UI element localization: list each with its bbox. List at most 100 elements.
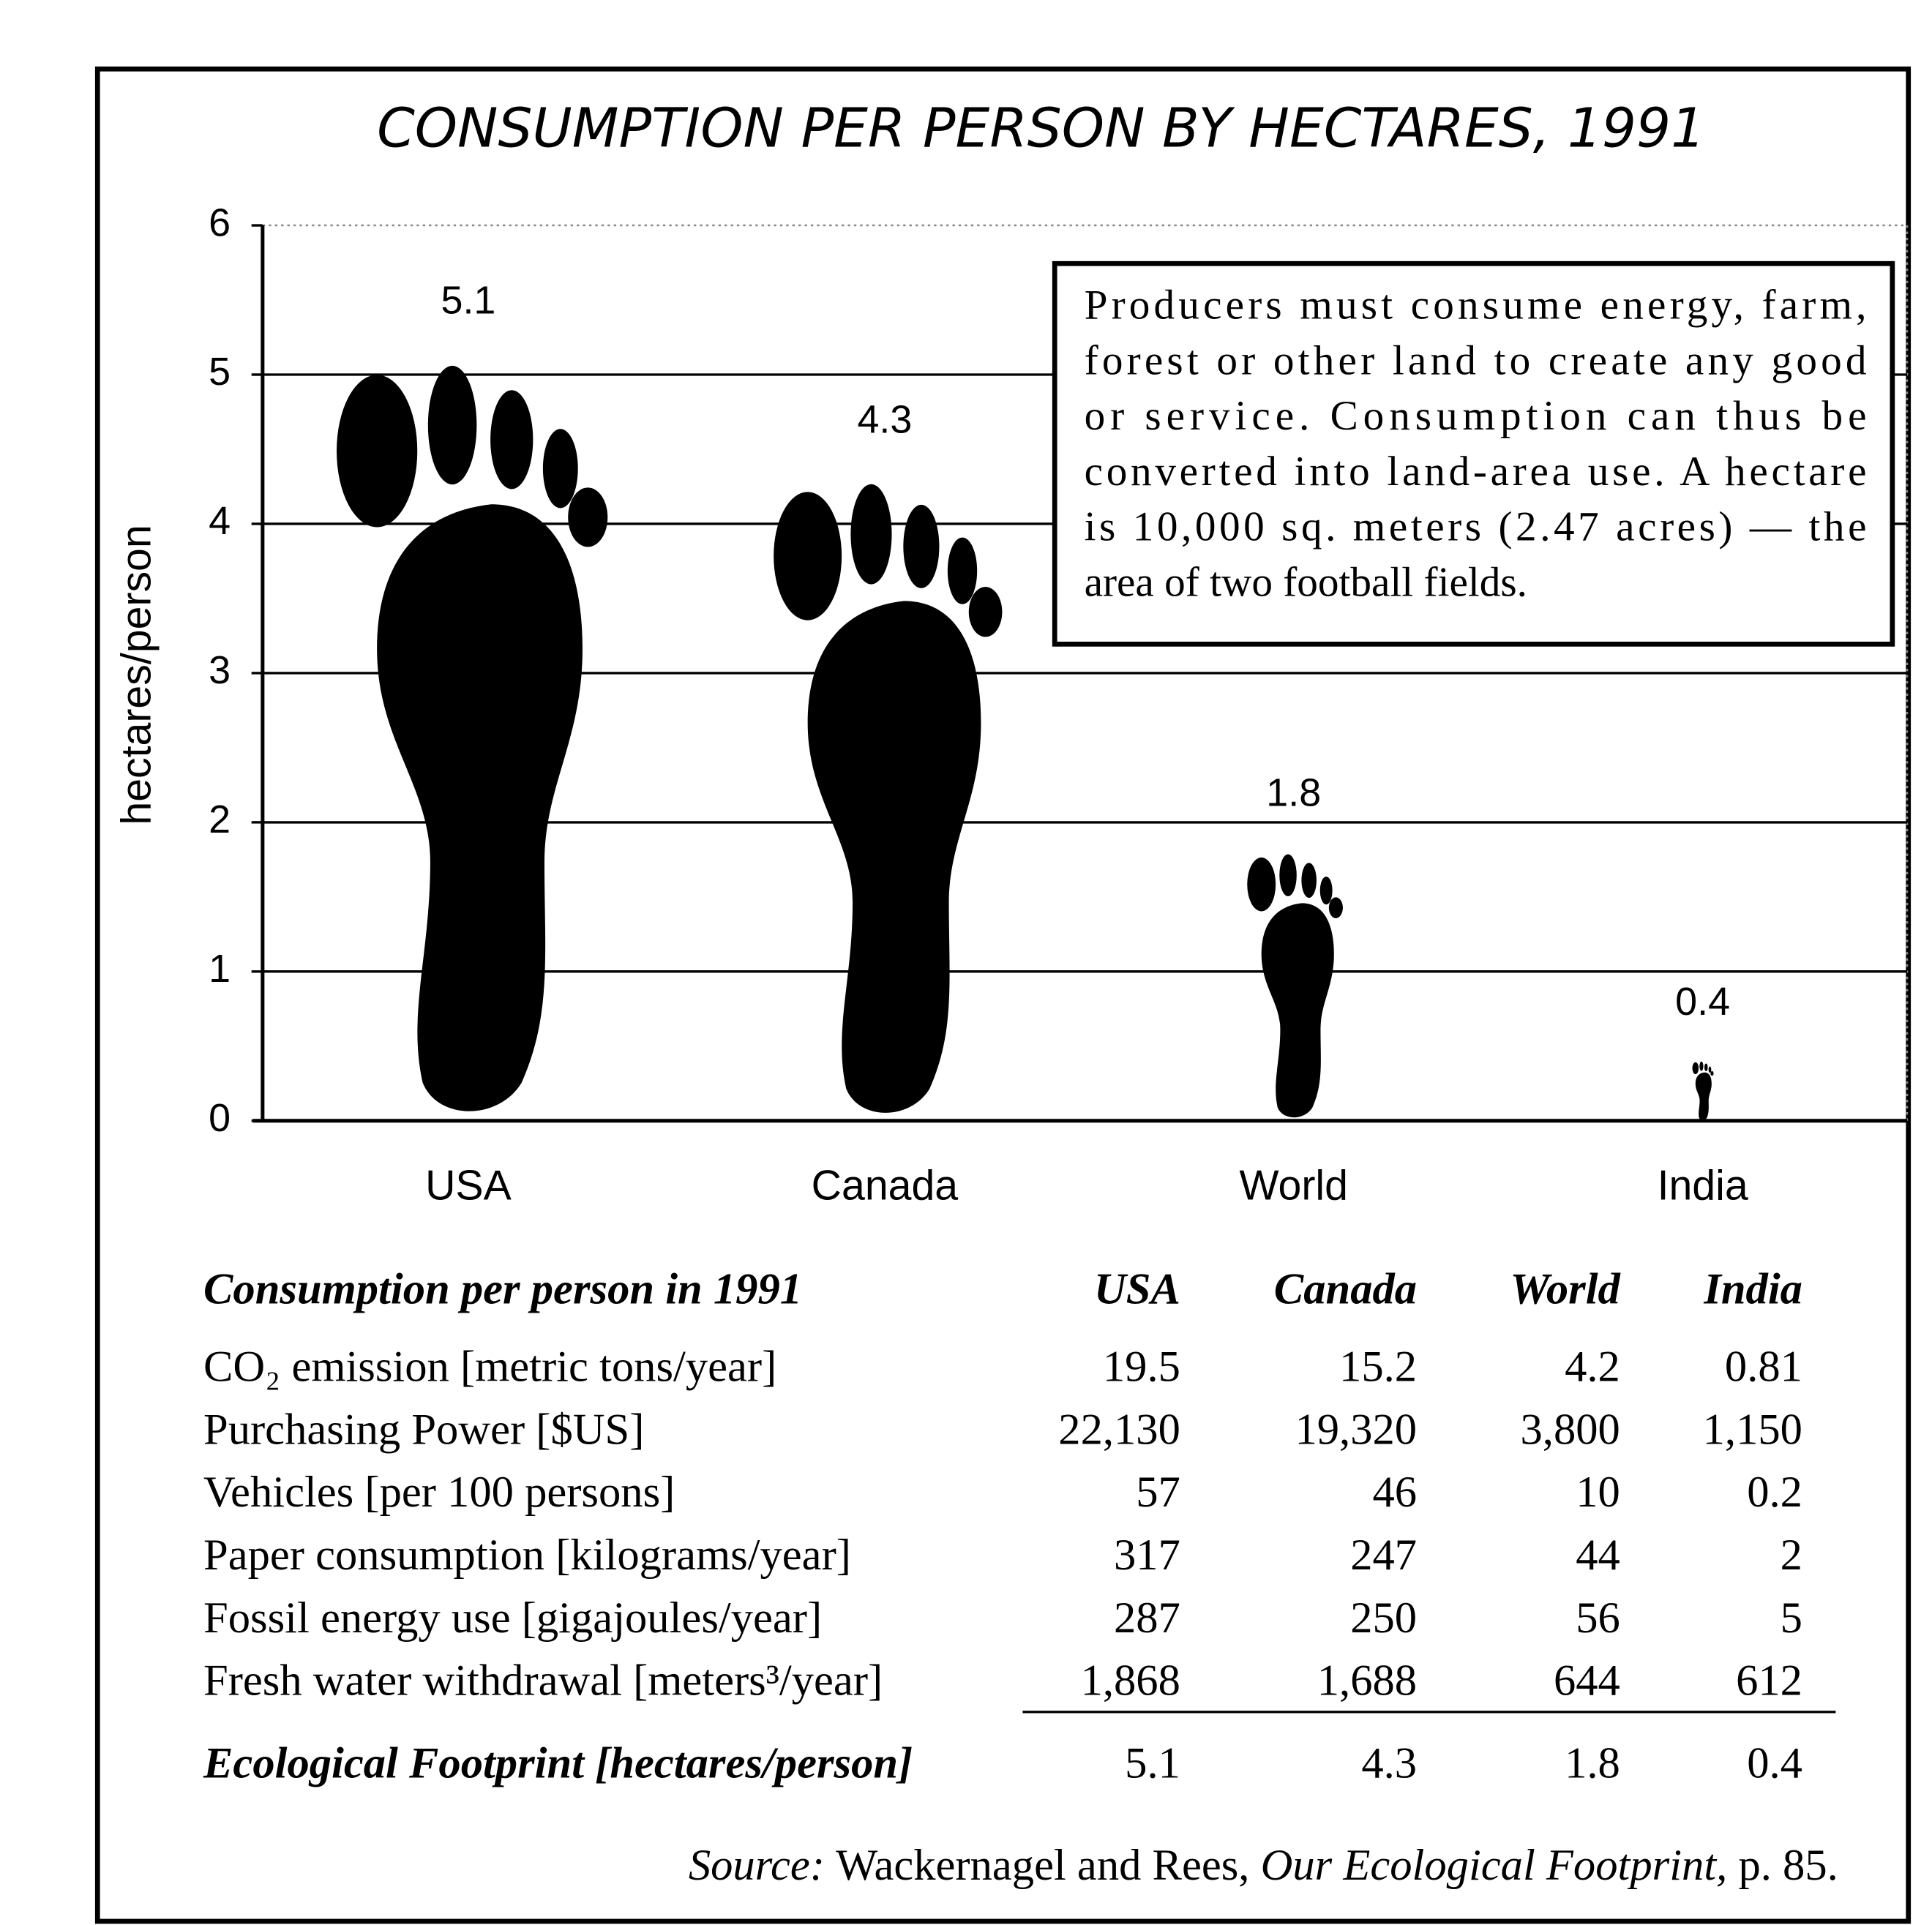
source: Source: Wackernagel and Rees, Our Ecologic…	[689, 1841, 1838, 1890]
footprint-toe	[1704, 1063, 1708, 1072]
footprint-sole	[1261, 903, 1334, 1118]
footprint	[336, 365, 608, 1111]
value-label: 5.1	[441, 278, 496, 322]
x-tick-label: Canada	[812, 1163, 959, 1209]
source-page: p. 85.	[1738, 1841, 1838, 1890]
table-row-cell: 10	[1576, 1468, 1620, 1517]
footprint-toe	[903, 504, 940, 588]
chart-title: CONSUMPTION PER PERSON BY HECTARES, 1991	[377, 97, 1705, 160]
table-row-cell: 0.2	[1747, 1468, 1802, 1517]
footprint-toe	[1319, 877, 1333, 905]
footprint-sole	[1695, 1072, 1712, 1120]
source-label: Source:	[689, 1841, 825, 1890]
footprint-toe	[1699, 1061, 1704, 1071]
table-row-cell: 1,868	[1081, 1656, 1180, 1706]
y-tick-label: 1	[209, 947, 231, 991]
y-tick-label: 0	[209, 1096, 231, 1140]
table-header-cell: World	[1510, 1264, 1621, 1313]
table-row-cell: 2	[1781, 1531, 1802, 1580]
table-row-label: Purchasing Power [$US]	[203, 1405, 644, 1454]
table-footer-cell: 1.8	[1565, 1738, 1620, 1787]
table-row-cell: 44	[1576, 1531, 1620, 1580]
table-footer-cell: 5.1	[1125, 1738, 1180, 1787]
annotation-line: or service. Consumption can thus be	[1085, 393, 1867, 439]
table-header-cell: USA	[1094, 1264, 1180, 1313]
footprint-toe	[568, 487, 608, 547]
table-footer-cell: 0.4	[1747, 1738, 1802, 1787]
footprint-toe	[336, 375, 418, 528]
table-row-cell: 19.5	[1103, 1342, 1180, 1391]
footprint-toe	[1692, 1062, 1699, 1075]
table-footer-label: Ecological Footprint [hectares/person]	[203, 1738, 913, 1787]
footprint-toe	[774, 492, 842, 620]
footprint-toe	[1301, 863, 1317, 898]
footprint	[1692, 1061, 1714, 1120]
y-axis-label: hectares/person	[113, 525, 160, 825]
footprint-toe	[1328, 897, 1343, 918]
value-label: 4.3	[857, 398, 912, 442]
table-row-label: CO₂ emission [metric tons/year]	[203, 1342, 776, 1391]
table-row-label: Fresh water withdrawal [meters³/year]	[203, 1656, 883, 1706]
footprint-toe	[490, 390, 533, 489]
footprint-toe	[850, 484, 892, 585]
table-row-cell: 1,688	[1317, 1656, 1417, 1706]
footprint-toe	[1247, 858, 1276, 912]
annotation-line: is 10,000 sq. meters (2.47 acres) — the	[1085, 504, 1867, 550]
table-row-cell: 1,150	[1703, 1405, 1802, 1454]
table-row-cell: 3,800	[1521, 1405, 1620, 1454]
table-row-cell: 317	[1114, 1531, 1180, 1580]
table-row-cell: 22,130	[1058, 1405, 1180, 1454]
table-row-cell: 644	[1554, 1656, 1620, 1706]
table: Consumption per person in 1991 USA Canada W…	[203, 1264, 1802, 1787]
x-tick-label: World	[1240, 1163, 1348, 1209]
table-row-label: Fossil energy use [gigajoules/year]	[203, 1594, 822, 1643]
table-row-cell: 56	[1576, 1594, 1620, 1643]
annotation-box	[1052, 260, 1895, 647]
table-row-cell: 612	[1736, 1656, 1802, 1706]
table-row-cell: 250	[1350, 1594, 1417, 1643]
frame	[94, 66, 1912, 1924]
table-row-label: Vehicles [per 100 persons]	[203, 1468, 675, 1517]
footprint-toe	[947, 537, 978, 604]
source-book: Our Ecological Footprint,	[1261, 1841, 1728, 1890]
plot: 0 1 2 3 4 5 6 5.1 USA 4.3 Canada 1.8 World 0.4 India	[209, 200, 1908, 1209]
footprint	[1247, 854, 1343, 1118]
table-header-cell: India	[1703, 1264, 1802, 1313]
y-tick-label: 2	[209, 798, 231, 841]
y-tick-label: 6	[209, 200, 231, 244]
footprint-toe	[968, 587, 1003, 637]
footprint-sole	[807, 601, 981, 1113]
y-tick-label: 5	[209, 350, 231, 394]
table-row-cell: 0.81	[1725, 1342, 1802, 1391]
footprint-toe	[1708, 1066, 1712, 1073]
footprint-toe	[1279, 854, 1297, 896]
footprint-toe	[542, 429, 578, 509]
x-tick-label: USA	[425, 1163, 512, 1209]
table-header-label: Consumption per person in 1991	[203, 1264, 802, 1313]
source-authors: Wackernagel and Rees,	[836, 1841, 1249, 1890]
footprint-toe	[427, 365, 477, 485]
table-row-cell: 4.2	[1565, 1342, 1620, 1391]
table-row-cell: 46	[1373, 1468, 1418, 1517]
table-footer-cell: 4.3	[1361, 1738, 1417, 1787]
annotation-line: Producers must consume energy, farm,	[1085, 282, 1867, 329]
table-row-cell: 57	[1136, 1468, 1180, 1517]
footprint-sole	[377, 504, 583, 1111]
table-row-cell: 5	[1781, 1594, 1802, 1643]
annotation-line: area of two football fields.	[1085, 559, 1527, 605]
y-tick-label: 4	[209, 499, 231, 543]
table-row-cell: 247	[1350, 1531, 1417, 1580]
y-tick-label: 3	[209, 648, 231, 692]
annotation-line: converted into land-area use. A hectare	[1085, 449, 1867, 495]
footprint-toe	[1710, 1070, 1714, 1076]
value-label: 1.8	[1266, 770, 1321, 814]
table-row-cell: 19,320	[1295, 1405, 1417, 1454]
footprint	[774, 484, 1003, 1113]
table-row-cell: 15.2	[1339, 1342, 1417, 1391]
table-row-label: Paper consumption [kilograms/year]	[203, 1531, 851, 1580]
value-label: 0.4	[1675, 980, 1730, 1024]
table-row-cell: 287	[1114, 1594, 1180, 1643]
x-tick-label: India	[1658, 1163, 1748, 1209]
